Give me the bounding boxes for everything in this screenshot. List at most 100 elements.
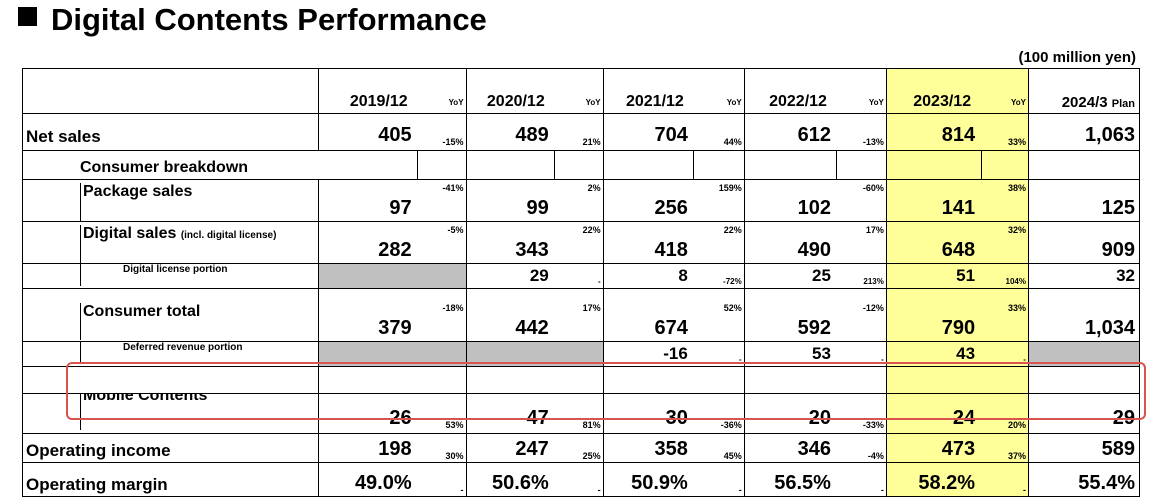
row-label: Package sales [21,179,320,222]
yoy-cell [417,263,467,289]
row-label: Operating margin [21,462,320,497]
blank-cell [1027,288,1141,300]
yoy-cell: 38% [981,179,1029,222]
value-cell [318,341,418,367]
blank-cell [554,366,604,394]
period-header: 2019/12 [318,68,418,114]
value-cell: 30 [602,393,694,434]
plan-cell: 1,063 [1027,113,1141,151]
yoy-cell: 30% [417,433,467,463]
yoy-cell: -60% [836,179,887,222]
blank-cell [693,288,745,300]
yoy-cell: -36% [693,393,745,434]
value-cell [465,341,555,367]
yoy-cell: 159% [693,179,745,222]
plan-cell: 32 [1027,263,1141,289]
value-cell: 24 [885,393,982,434]
yoy-cell: 33% [981,113,1029,151]
performance-table: 2019/12 YoY 2020/12 YoY 2021/12 YoY 2022/12… [21,68,1141,497]
yoy-cell: -72% [693,263,745,289]
value-cell: 198 [318,433,418,463]
blank-cell [836,366,887,394]
row-label-text: Package sales [80,183,318,221]
plan-cell: 909 [1027,221,1141,264]
yoy-cell: -33% [836,393,887,434]
period-header: 2021/12 [602,68,694,114]
yoy-cell: - [836,462,887,497]
yoy-header: YoY [693,68,745,114]
blank-cell [21,366,320,394]
yoy-cell: 17% [554,300,604,342]
blank-cell [743,288,837,300]
plan-cell [1027,341,1141,367]
table-row: Net sales 405 -15% 489 21% 704 44% 612 -13% … [21,113,1141,151]
yoy-cell: 25% [554,433,604,463]
yoy-cell: 104% [981,263,1029,289]
value-cell: 418 [602,221,694,264]
period-header: 2022/12 [743,68,837,114]
blank-cell [554,288,604,300]
value-cell: 256 [602,179,694,222]
value-cell: 58.2% [885,462,982,497]
yoy-cell: 81% [554,393,604,434]
value-cell: 814 [885,113,982,151]
yoy-cell: 22% [554,221,604,264]
blank-cell [885,366,982,394]
yoy-cell: 32% [981,221,1029,264]
row-label: Deferred revenue portion [21,341,320,367]
unit-label: (100 million yen) [1018,49,1136,66]
value-cell: 358 [602,433,694,463]
blank-cell [318,288,418,300]
blank-cell [886,150,982,180]
blank-cell [318,150,419,180]
plan-cell: 1,034 [1027,300,1141,342]
yoy-cell: 17% [836,221,887,264]
yoy-cell: -41% [417,179,467,222]
yoy-cell: - [693,341,745,367]
value-cell: 343 [465,221,555,264]
row-label-text: Digital license portion [80,264,318,286]
yoy-cell: 22% [693,221,745,264]
square-bullet-icon [18,7,37,26]
yoy-cell: 44% [693,113,745,151]
value-cell: 489 [465,113,555,151]
blank-cell [603,150,695,180]
value-cell: 47 [465,393,555,434]
plan-cell: 589 [1027,433,1141,463]
yoy-cell: - [417,462,467,497]
value-cell: 51 [885,263,982,289]
blank-cell [554,150,604,180]
yoy-cell: 45% [693,433,745,463]
value-cell: 53 [743,341,837,367]
value-cell: 25 [743,263,837,289]
yoy-cell [417,341,467,367]
yoy-cell: - [981,462,1029,497]
value-cell: 20 [743,393,837,434]
value-cell: 50.9% [602,462,694,497]
value-cell: 704 [602,113,694,151]
row-label: Digital license portion [21,263,320,289]
value-cell: 29 [465,263,555,289]
value-cell: 247 [465,433,555,463]
value-cell: 442 [465,300,555,342]
row-label-text: Deferred revenue portion [80,342,318,364]
blank-cell [1027,366,1141,394]
blank-cell [743,366,837,394]
period-header: 2023/12 [885,68,982,114]
plan-cell: 29 [1027,393,1141,434]
period-header: 2020/12 [465,68,555,114]
blank-cell [318,366,418,394]
blank-cell [417,288,467,300]
yoy-cell: 53% [417,393,467,434]
row-label-text: Consumer total [80,303,318,340]
value-cell: 56.5% [743,462,837,497]
value-cell: -16 [602,341,694,367]
yoy-cell: - [554,263,604,289]
value-cell: 612 [743,113,837,151]
value-cell: 473 [885,433,982,463]
value-cell: 8 [602,263,694,289]
blank-cell [1028,150,1141,180]
value-cell: 141 [885,179,982,222]
value-cell: 674 [602,300,694,342]
value-cell: 346 [743,433,837,463]
